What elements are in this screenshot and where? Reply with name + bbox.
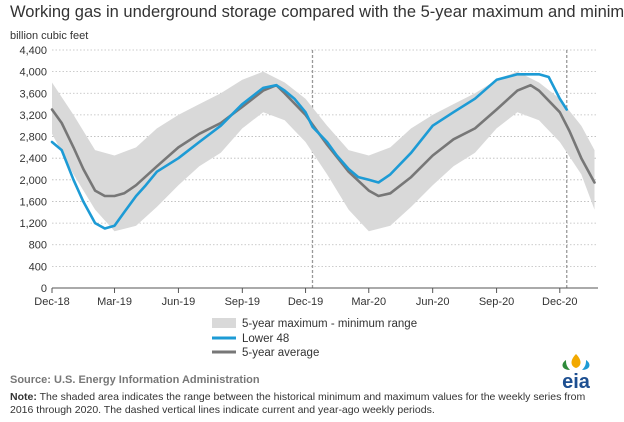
source-text: Source: U.S. Energy Information Administ… bbox=[10, 374, 260, 386]
x-tick-label: Dec-18 bbox=[34, 296, 69, 308]
note-text: Note: The shaded area indicates the rang… bbox=[10, 391, 610, 417]
y-axis-unit-label: billion cubic feet bbox=[10, 30, 89, 42]
x-tick-label: Jun-19 bbox=[162, 296, 196, 308]
y-tick-label: 4,000 bbox=[19, 67, 47, 79]
x-tick-label: Dec-19 bbox=[288, 296, 323, 308]
logo-leaf-icon bbox=[562, 360, 570, 370]
y-tick-label: 4,400 bbox=[19, 45, 47, 57]
y-tick-label: 1,200 bbox=[19, 218, 47, 230]
y-tick-label: 0 bbox=[41, 283, 47, 295]
range-band bbox=[52, 71, 595, 232]
x-tick-label: Sep-19 bbox=[225, 296, 260, 308]
legend-label: 5-year average bbox=[242, 347, 319, 359]
lower48-line bbox=[50, 73, 569, 230]
storage-chart: 0 400 800 1,200 1,600 2,000 2,400 2,800 3,200 3,6… bbox=[19, 45, 598, 359]
y-tick-label: 3,600 bbox=[19, 88, 47, 100]
series-lines-group bbox=[50, 73, 596, 230]
logo-flame-icon bbox=[571, 354, 581, 368]
y-tick-label: 1,600 bbox=[19, 196, 47, 208]
x-tick-label: Sep-20 bbox=[479, 296, 514, 308]
legend-label: 5-year maximum - minimum range bbox=[242, 318, 417, 330]
y-tick-label: 800 bbox=[29, 240, 47, 252]
y-tick-label: 3,200 bbox=[19, 110, 47, 122]
axes: 0 400 800 1,200 1,600 2,000 2,400 2,800 3,200 3,6… bbox=[19, 45, 598, 308]
y-tick-label: 2,400 bbox=[19, 153, 47, 165]
y-tick-label: 2,800 bbox=[19, 132, 47, 144]
logo-drop-icon bbox=[582, 360, 590, 370]
chart-title: Working gas in underground storage compa… bbox=[10, 3, 624, 21]
x-tick-label: Dec-20 bbox=[542, 296, 577, 308]
y-tick-label: 400 bbox=[29, 261, 47, 273]
y-tick-label: 2,000 bbox=[19, 175, 47, 187]
legend: 5-year maximum - minimum range Lower 48 5-… bbox=[212, 318, 417, 359]
note-label: Note: bbox=[10, 391, 37, 403]
x-tick-label: Mar-19 bbox=[97, 296, 132, 308]
legend-swatch-range bbox=[212, 318, 236, 328]
range-band-group bbox=[52, 71, 595, 232]
eia-logo: eia bbox=[562, 354, 591, 392]
x-tick-label: Mar-20 bbox=[351, 296, 386, 308]
logo-text: eia bbox=[562, 371, 591, 392]
note-body: The shaded area indicates the range betw… bbox=[10, 391, 586, 416]
x-tick-label: Jun-20 bbox=[416, 296, 450, 308]
legend-label: Lower 48 bbox=[242, 333, 289, 345]
